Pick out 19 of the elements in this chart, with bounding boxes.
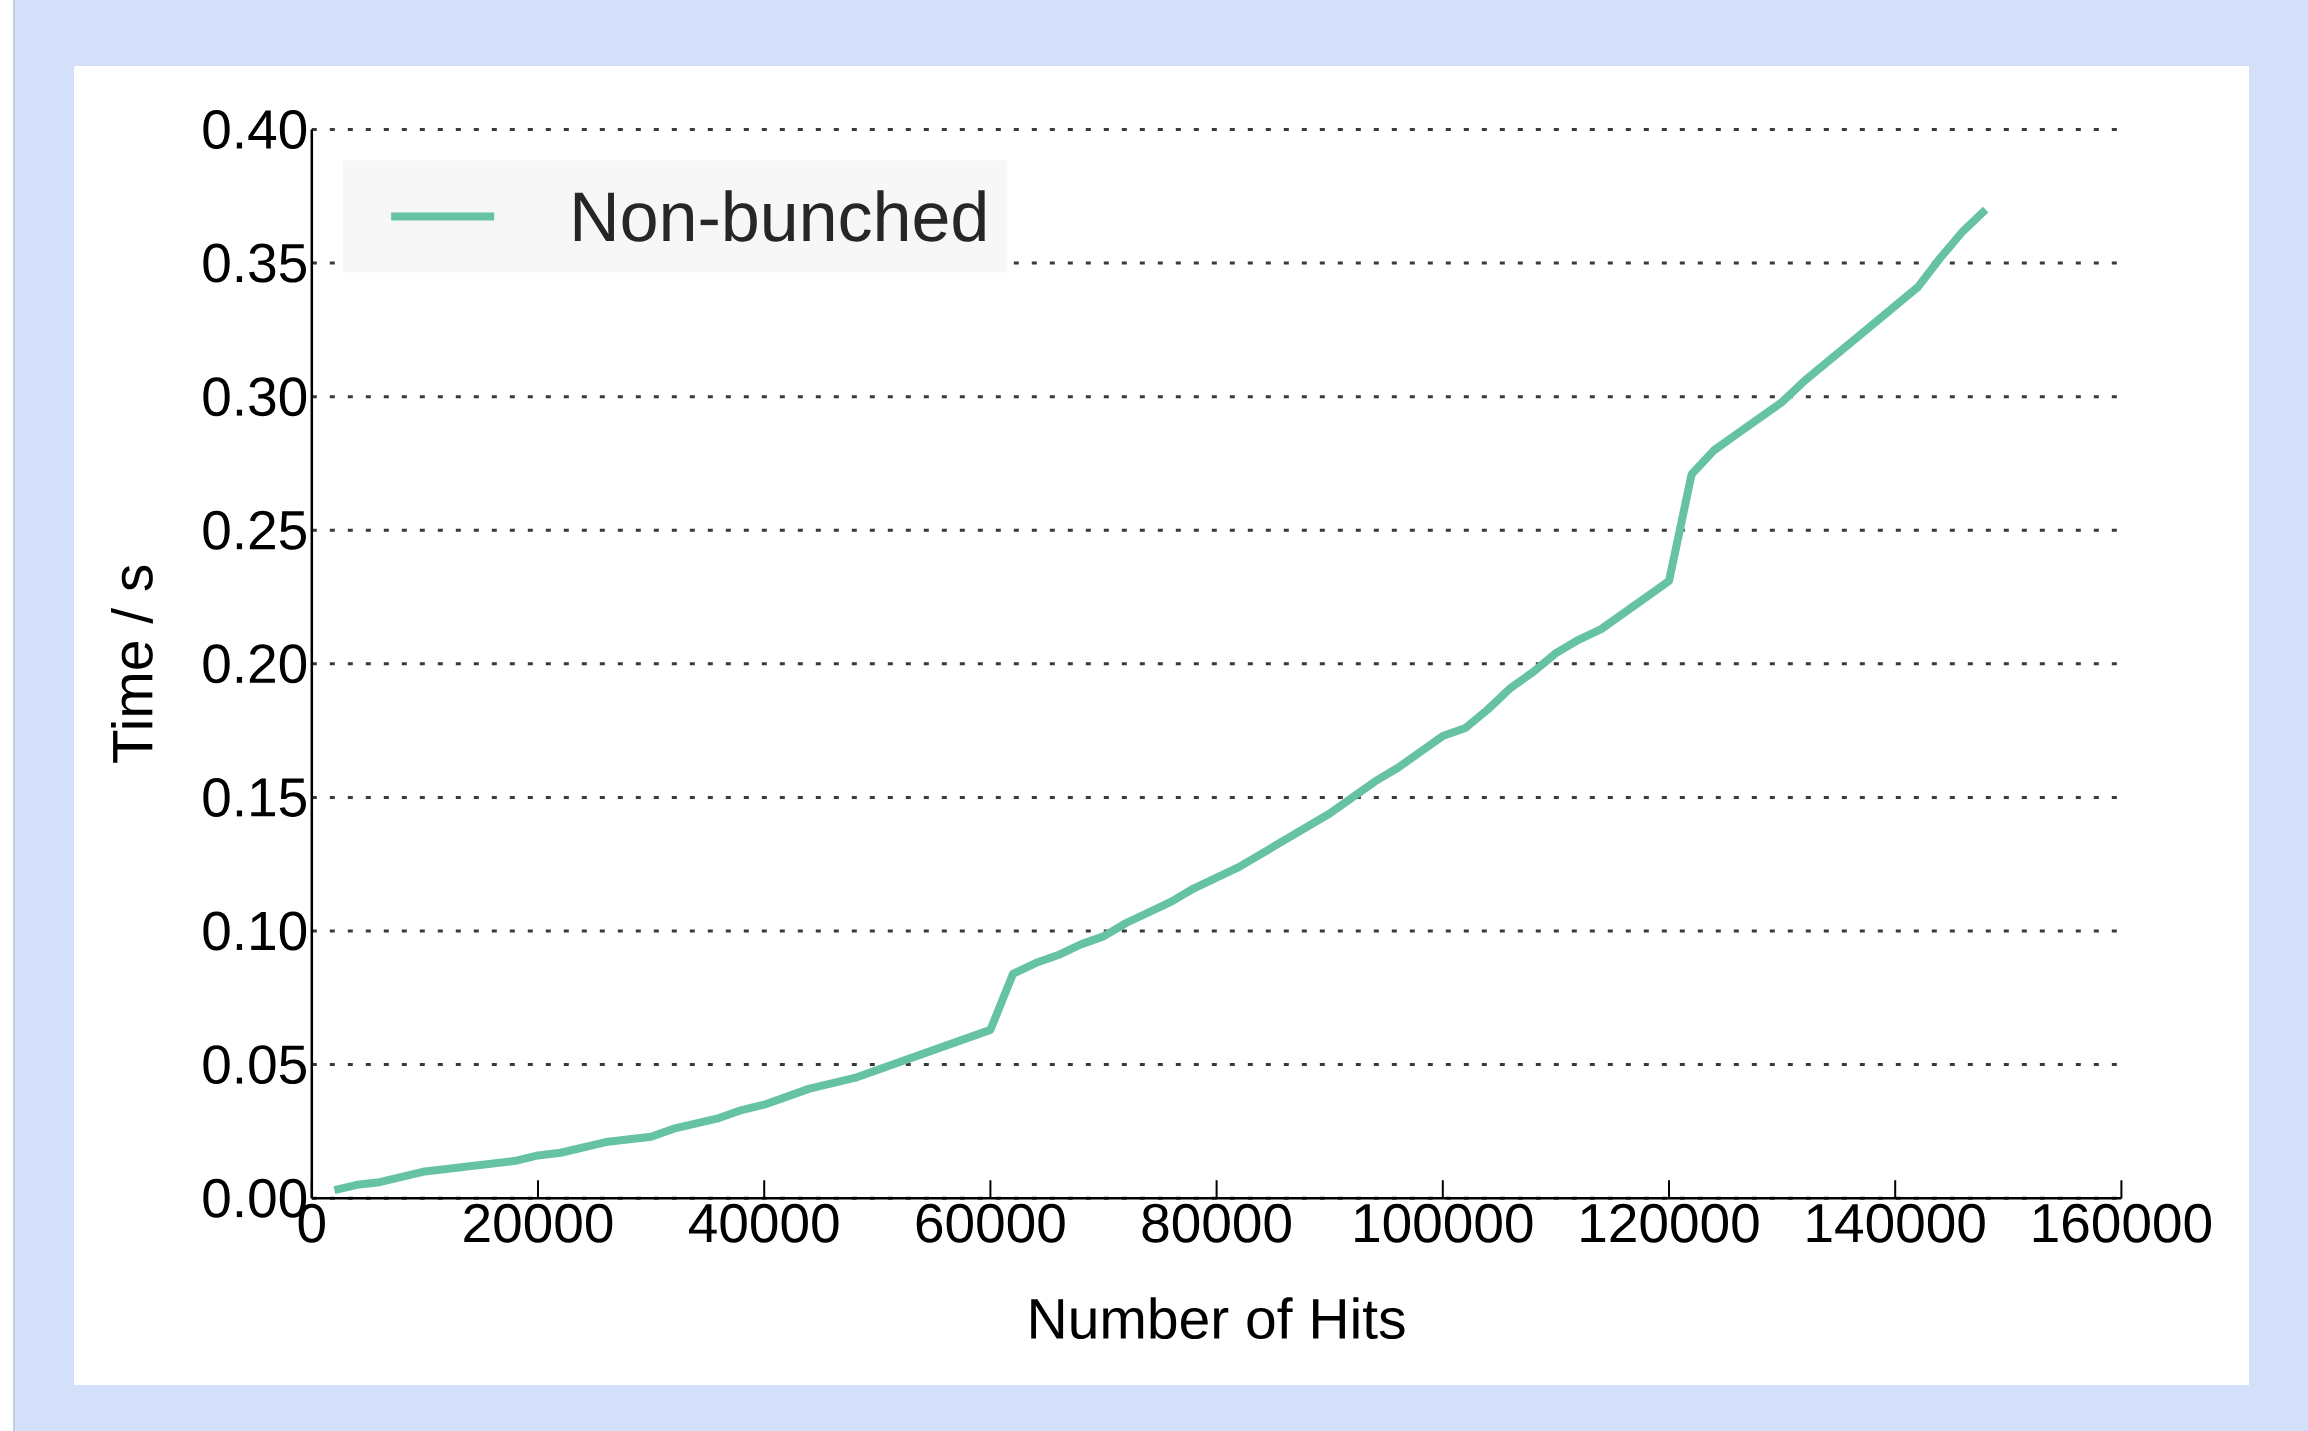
x-tick-label: 80000 — [1142, 1203, 1291, 1243]
x-tick-label: 60000 — [916, 1203, 1065, 1243]
legend-label: Non-bunched — [574, 190, 985, 242]
x-tick-label: 20000 — [464, 1203, 613, 1243]
x-tick-label: 40000 — [688, 1203, 839, 1243]
y-tick-label: 0.20 — [203, 644, 307, 684]
y-tick-label: 0.40 — [203, 110, 307, 149]
y-axis-title: Time / s — [111, 565, 153, 763]
x-tick-label: 100000 — [1355, 1203, 1533, 1243]
x-tick-label: 120000 — [1581, 1203, 1759, 1243]
y-tick-label: 0.15 — [203, 777, 306, 817]
y-tick-label: 0.05 — [203, 1045, 306, 1085]
y-tick-label: 0.30 — [203, 377, 307, 417]
y-tick-label: 0.10 — [203, 911, 307, 951]
x-tick-label: 140000 — [1807, 1203, 1985, 1243]
y-tick-label: 0.35 — [203, 243, 306, 283]
x-tick-label: 160000 — [2033, 1203, 2211, 1243]
x-axis-title: Number of Hits — [1031, 1297, 1405, 1340]
y-tick-label: 0.25 — [203, 510, 306, 550]
